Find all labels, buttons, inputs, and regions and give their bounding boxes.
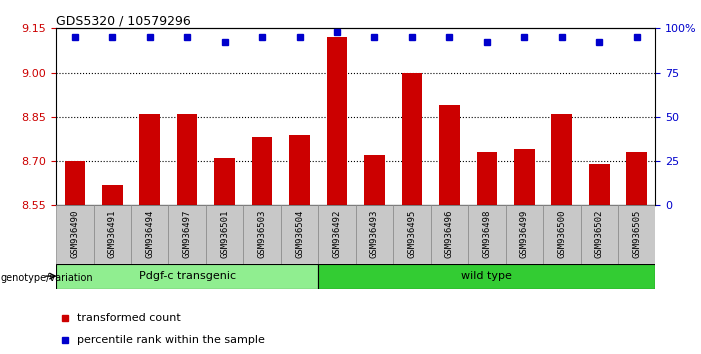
Text: GSM936505: GSM936505 [632,210,641,258]
Bar [318,205,355,264]
Bar [627,152,647,205]
Text: GSM936498: GSM936498 [482,210,491,258]
Bar [402,73,422,205]
Text: GSM936491: GSM936491 [108,210,117,258]
Bar [206,205,243,264]
Text: GSM936496: GSM936496 [445,210,454,258]
Text: GDS5320 / 10579296: GDS5320 / 10579296 [56,14,191,27]
Bar [168,205,206,264]
Text: percentile rank within the sample: percentile rank within the sample [77,335,265,345]
Bar [252,137,273,205]
Text: GSM936499: GSM936499 [520,210,529,258]
Bar [102,185,123,205]
Text: genotype/variation: genotype/variation [1,273,93,283]
Bar [430,205,468,264]
Text: GSM936490: GSM936490 [70,210,79,258]
Bar [477,152,497,205]
Bar [318,264,655,289]
Text: GSM936494: GSM936494 [145,210,154,258]
Text: wild type: wild type [461,271,512,281]
Bar [131,205,168,264]
Text: GSM936492: GSM936492 [332,210,341,258]
Bar [439,105,460,205]
Bar [93,205,131,264]
Bar [290,135,310,205]
Text: GSM936501: GSM936501 [220,210,229,258]
Bar [243,205,281,264]
Bar [580,205,618,264]
Bar [552,114,572,205]
Bar [56,264,318,289]
Text: GSM936500: GSM936500 [557,210,566,258]
Bar [177,114,198,205]
Bar [468,205,505,264]
Bar [543,205,580,264]
Bar [139,114,160,205]
Bar [365,155,385,205]
Text: GSM936504: GSM936504 [295,210,304,258]
Bar [393,205,430,264]
Bar [514,149,535,205]
Text: GSM936497: GSM936497 [183,210,191,258]
Bar [64,161,85,205]
Text: GSM936493: GSM936493 [370,210,379,258]
Bar [215,158,235,205]
Bar [281,205,318,264]
Bar [589,164,610,205]
Text: GSM936503: GSM936503 [257,210,266,258]
Bar [618,205,655,264]
Text: transformed count: transformed count [77,313,181,323]
Text: GSM936502: GSM936502 [594,210,604,258]
Bar [56,205,93,264]
Text: GSM936495: GSM936495 [407,210,416,258]
Bar [505,205,543,264]
Bar [327,37,347,205]
Text: Pdgf-c transgenic: Pdgf-c transgenic [139,271,236,281]
Bar [355,205,393,264]
